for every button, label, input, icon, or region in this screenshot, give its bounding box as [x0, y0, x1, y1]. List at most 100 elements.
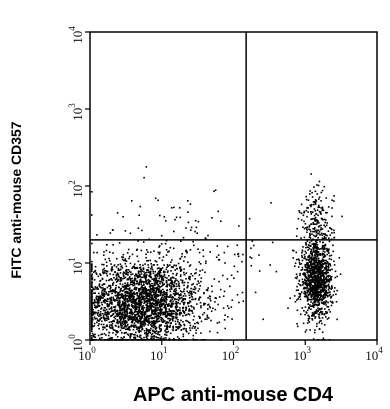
data-point	[322, 281, 325, 283]
data-point	[97, 334, 100, 337]
data-point	[177, 301, 179, 304]
data-point	[300, 313, 302, 316]
data-point	[328, 281, 331, 283]
data-point	[145, 304, 147, 306]
data-point	[304, 278, 306, 281]
data-point	[167, 317, 170, 320]
data-point	[313, 275, 315, 277]
data-point	[163, 216, 166, 218]
data-point	[310, 281, 312, 283]
data-point	[97, 288, 99, 290]
data-point	[106, 270, 109, 273]
data-point	[116, 315, 118, 317]
data-point	[136, 267, 139, 269]
data-point	[166, 284, 168, 287]
data-point	[149, 267, 152, 270]
data-point	[325, 312, 328, 314]
data-point	[129, 308, 132, 311]
data-point	[315, 234, 318, 236]
data-point	[130, 301, 133, 304]
data-point	[115, 333, 117, 336]
data-point	[140, 276, 143, 279]
data-point	[159, 313, 162, 316]
data-point	[306, 282, 308, 284]
data-point	[109, 290, 112, 293]
data-point	[176, 306, 179, 308]
data-point	[302, 322, 305, 325]
data-point	[120, 279, 123, 281]
data-point	[168, 310, 170, 313]
data-point	[169, 326, 171, 328]
data-point	[157, 295, 160, 297]
data-point	[318, 294, 321, 297]
data-point	[149, 271, 152, 273]
data-point	[113, 309, 116, 312]
data-point	[192, 283, 194, 285]
data-point	[319, 254, 321, 256]
data-point	[316, 322, 318, 325]
data-point	[307, 246, 310, 249]
data-point	[147, 335, 149, 337]
data-point	[109, 259, 111, 262]
data-point	[121, 290, 123, 292]
data-point	[122, 302, 124, 304]
data-point	[194, 278, 196, 280]
data-point	[198, 261, 201, 263]
data-point	[119, 280, 122, 283]
data-point	[163, 337, 165, 339]
data-point	[339, 273, 342, 275]
data-point	[187, 321, 190, 324]
data-point	[128, 292, 131, 294]
data-point	[113, 319, 115, 322]
data-point	[129, 294, 131, 297]
data-point	[159, 271, 162, 274]
data-point	[189, 276, 191, 279]
data-point	[155, 295, 158, 297]
data-point	[320, 207, 322, 209]
data-point	[160, 336, 163, 338]
data-point	[110, 307, 112, 310]
data-point	[210, 310, 213, 312]
data-point	[141, 295, 144, 297]
data-point	[101, 289, 104, 292]
data-point	[312, 242, 315, 245]
data-point	[101, 278, 104, 280]
data-point	[112, 252, 114, 254]
data-point	[216, 331, 219, 334]
data-point	[197, 290, 200, 292]
data-point	[158, 253, 161, 255]
data-point	[145, 319, 147, 321]
data-point	[146, 297, 148, 300]
data-point	[309, 286, 312, 288]
data-point	[132, 298, 134, 301]
data-point	[129, 297, 131, 300]
data-point	[122, 286, 125, 288]
data-point	[137, 276, 139, 279]
data-point	[139, 264, 141, 266]
data-point	[120, 318, 122, 321]
data-point	[317, 232, 319, 235]
data-point	[318, 267, 321, 269]
data-point	[322, 266, 324, 268]
data-point	[317, 274, 319, 276]
data-point	[93, 299, 96, 301]
data-point	[140, 313, 142, 315]
data-point	[132, 295, 134, 297]
data-point	[138, 301, 140, 303]
data-point	[173, 264, 175, 267]
data-point	[131, 267, 133, 269]
data-point	[115, 297, 118, 299]
data-point	[165, 328, 167, 331]
data-point	[320, 275, 322, 278]
data-point	[146, 315, 149, 318]
data-point	[139, 327, 141, 329]
data-point	[193, 244, 195, 247]
data-point	[98, 284, 101, 287]
data-point	[328, 287, 331, 289]
data-point	[121, 322, 124, 325]
data-point	[314, 246, 317, 249]
data-point	[120, 305, 123, 308]
data-point	[149, 294, 151, 296]
data-point	[309, 204, 311, 206]
data-point	[102, 269, 104, 271]
